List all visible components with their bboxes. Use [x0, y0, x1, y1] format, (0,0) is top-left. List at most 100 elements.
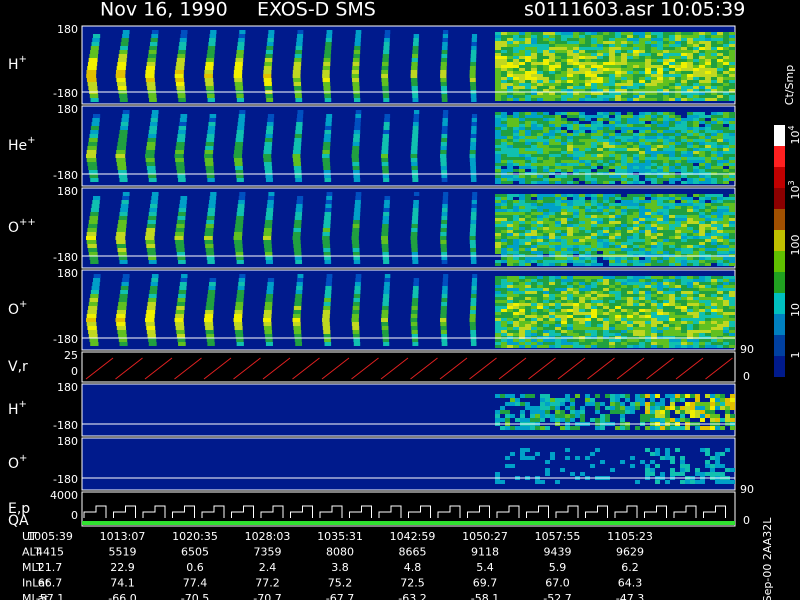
- spectrogram-cell: [681, 318, 687, 321]
- spectrogram-cell: [567, 38, 573, 41]
- spectrogram-cell: [441, 216, 448, 220]
- spectrogram-cell: [681, 294, 687, 297]
- spectrogram-cell: [693, 62, 699, 65]
- spectrogram-cell: [579, 136, 585, 139]
- spectrogram-cell: [209, 196, 217, 200]
- spectrogram-cell: [681, 221, 687, 224]
- spectrogram-cell: [627, 163, 633, 166]
- spectrogram-cell: [639, 230, 645, 233]
- spectrogram-cell: [325, 118, 332, 122]
- spectrogram-cell: [549, 245, 555, 248]
- spectrogram-cell: [603, 233, 609, 236]
- spectrogram-cell: [549, 239, 555, 242]
- spectrogram-cell: [705, 178, 711, 181]
- spectrogram-cell: [353, 130, 361, 134]
- spectrogram-cell: [681, 139, 687, 142]
- spectrogram-cell: [687, 251, 693, 254]
- spectrogram-cell: [603, 236, 609, 239]
- spectrogram-cell: [525, 294, 531, 297]
- spectrogram-cell: [585, 44, 591, 47]
- spectrogram-cell: [645, 142, 651, 145]
- spectrogram-cell: [651, 124, 657, 127]
- spectrogram-cell: [501, 242, 507, 245]
- spectrogram-cell: [561, 77, 567, 80]
- spectrogram-cell: [87, 326, 97, 330]
- spectrogram-cell: [717, 303, 723, 306]
- spectrogram-cell: [573, 139, 579, 142]
- spectrogram-cell: [471, 290, 477, 294]
- spectrogram-cell: [501, 136, 507, 139]
- spectrogram-cell: [633, 260, 639, 263]
- spectrogram-cell: [633, 236, 639, 239]
- spectrogram-cell: [119, 50, 128, 54]
- spectrogram-cell: [267, 282, 274, 286]
- spectrogram-cell: [567, 224, 573, 227]
- spectrogram-cell: [693, 32, 699, 35]
- spectrogram-cell: [579, 321, 585, 324]
- spectrogram-cell: [633, 327, 639, 330]
- spectrogram-cell: [663, 288, 669, 291]
- spectrogram-cell: [621, 239, 627, 242]
- spectrogram-cell: [148, 178, 157, 182]
- panel-name: He: [8, 138, 27, 154]
- spectrogram-cell: [206, 220, 215, 224]
- spectrogram-cell: [573, 242, 579, 245]
- spectrogram-cell: [86, 232, 97, 236]
- spectrogram-cell: [597, 160, 603, 163]
- spectrogram-cell: [699, 35, 705, 38]
- spectrogram-cell: [633, 318, 639, 321]
- spectrogram-cell: [120, 42, 129, 46]
- spectrogram-cell: [729, 218, 735, 221]
- spectrogram-cell: [591, 136, 597, 139]
- spectrogram-cell: [657, 297, 663, 300]
- spectrogram-cell: [711, 163, 717, 166]
- spectrogram-cell: [292, 74, 301, 78]
- spectrogram-cell: [645, 139, 651, 142]
- spectrogram-cell: [729, 178, 735, 181]
- spectrogram-cell: [585, 157, 591, 160]
- spectrogram-cell: [204, 318, 213, 322]
- spectrogram-cell: [723, 68, 729, 71]
- spectrogram-cell: [573, 47, 579, 50]
- spectrogram-cell: [579, 215, 585, 218]
- spectrogram-cell: [543, 157, 549, 160]
- spectrogram-cell: [729, 342, 735, 345]
- spectrogram-cell: [645, 194, 651, 197]
- spectrogram-cell: [567, 318, 573, 321]
- spectrogram-cell: [567, 112, 573, 115]
- spectrogram-cell: [669, 230, 675, 233]
- spectrogram-cell: [640, 402, 645, 406]
- spectrogram-cell: [555, 121, 561, 124]
- spectrogram-cell: [657, 209, 663, 212]
- spectrogram-cell: [525, 80, 531, 83]
- spectrogram-cell: [92, 118, 100, 122]
- spectrogram-cell: [495, 175, 501, 178]
- spectrogram-cell: [675, 394, 680, 398]
- spectrogram-cell: [469, 314, 476, 318]
- spectrogram-cell: [585, 221, 591, 224]
- spectrogram-cell: [717, 251, 723, 254]
- spectrogram-cell: [597, 169, 603, 172]
- spectrogram-cell: [597, 309, 603, 312]
- spectrogram-cell: [513, 194, 519, 197]
- spectrogram-cell: [615, 410, 620, 414]
- spectrogram-cell: [651, 324, 657, 327]
- spectrogram-cell: [621, 333, 627, 336]
- spectrogram-cell: [525, 206, 531, 209]
- spectrogram-cell: [687, 35, 693, 38]
- spectrogram-cell: [206, 302, 215, 306]
- spectrogram-cell: [292, 240, 301, 244]
- spectrogram-cell: [575, 394, 580, 398]
- spectrogram-cell: [645, 77, 651, 80]
- spectrogram-cell: [543, 233, 549, 236]
- spectrogram-cell: [412, 298, 419, 302]
- spectrogram-cell: [627, 282, 633, 285]
- spectrogram-cell: [505, 414, 510, 418]
- spectrogram-cell: [145, 236, 155, 240]
- spectrogram-cell: [597, 230, 603, 233]
- spectrogram-cell: [651, 291, 657, 294]
- spectrogram-cell: [88, 330, 98, 334]
- spectrogram-cell: [147, 220, 156, 224]
- spectrogram-cell: [382, 334, 389, 338]
- spectrogram-cell: [561, 294, 567, 297]
